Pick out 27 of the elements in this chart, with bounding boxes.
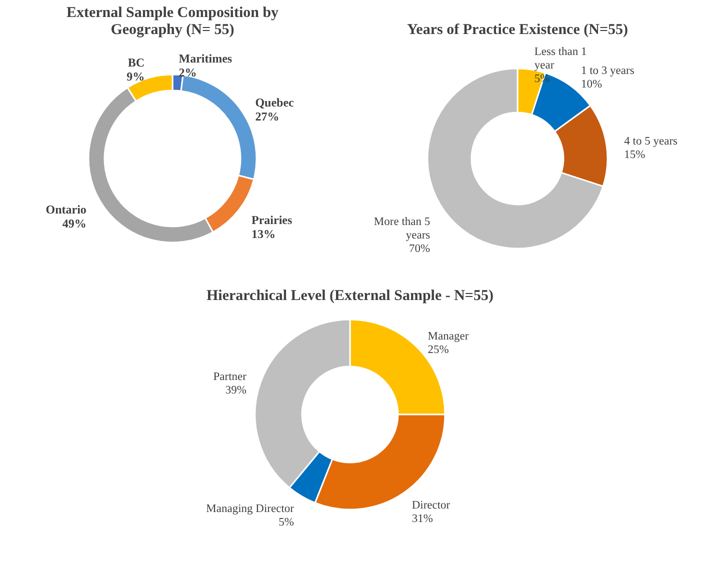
slice-label: Managing Director [206, 503, 294, 516]
data-label: 5% [278, 516, 294, 529]
data-label: 9% [126, 69, 145, 84]
data-label: 10% [580, 78, 602, 91]
slice-label: Partner [213, 371, 247, 384]
chart-title: Years of Practice Existence (N=55) [407, 22, 628, 38]
data-label: 25% [428, 344, 450, 356]
slice-label: Prairies [252, 212, 292, 227]
data-label: 39% [225, 384, 247, 397]
slice-label: Manager [428, 330, 469, 343]
slice-label: 4 to 5 years [624, 136, 678, 148]
slice-label: 1 to 3 years [580, 65, 635, 78]
data-label: 27% [255, 109, 280, 124]
data-label: 15% [624, 149, 646, 162]
data-label: 13% [252, 226, 276, 241]
slice-label: BC [128, 55, 145, 70]
data-label: 31% [412, 512, 434, 525]
slice-label: Director [412, 499, 450, 512]
slice-label: More than 5 years [374, 216, 431, 242]
chart-title: External Sample Composition by Geography (N= 55) [66, 5, 280, 38]
data-label: 2% [178, 66, 197, 80]
data-label: 70% [409, 242, 431, 255]
data-label: 49% [62, 216, 86, 230]
slice-label: Ontario [46, 202, 86, 216]
slice-label: Quebec [255, 95, 295, 110]
slice-label: Maritimes [178, 52, 232, 66]
chart-title: Hierarchical Level (External Sample - N=55) [206, 288, 494, 304]
